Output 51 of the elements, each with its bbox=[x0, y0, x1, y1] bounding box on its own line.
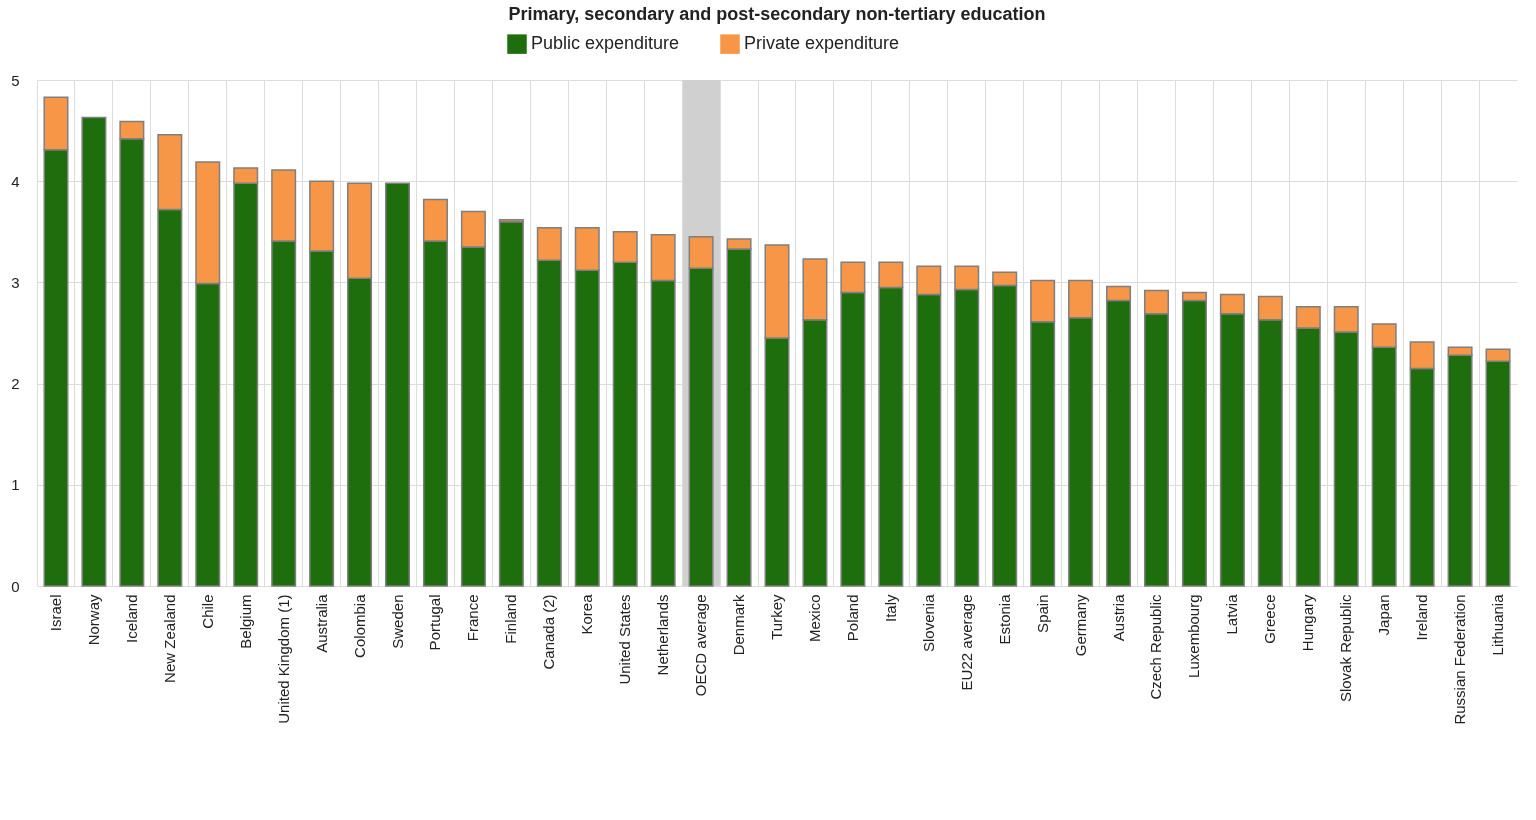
y-tick-label: 3 bbox=[11, 273, 20, 291]
x-tick-label: Italy bbox=[881, 594, 899, 623]
x-tick-label: Netherlands bbox=[654, 594, 672, 676]
legend-label: Public expenditure bbox=[531, 33, 680, 54]
y-tick-label: 0 bbox=[11, 577, 20, 595]
x-tick-label: United Kingdom (1) bbox=[274, 594, 292, 724]
x-tick-label: Luxembourg bbox=[1185, 594, 1203, 678]
x-tick-label: United States bbox=[616, 594, 634, 685]
x-tick-label: France bbox=[464, 594, 482, 642]
chart-title: Primary, secondary and post-secondary non-tertiary education bbox=[508, 4, 1046, 24]
x-tick-label: Slovak Republic bbox=[1337, 594, 1355, 703]
x-tick-label: Czech Republic bbox=[1147, 594, 1165, 700]
x-tick-label: Latvia bbox=[1223, 593, 1241, 635]
x-tick-label: Russian Federation bbox=[1451, 594, 1469, 725]
legend-label: Private expenditure bbox=[744, 33, 900, 54]
x-tick-label: Slovenia bbox=[919, 593, 937, 653]
x-tick-label: Norway bbox=[84, 594, 102, 646]
x-tick-label: Greece bbox=[1261, 594, 1279, 644]
x-tick-label: OECD average bbox=[692, 594, 710, 697]
x-tick-label: EU22 average bbox=[957, 594, 975, 691]
x-tick-label: Germany bbox=[1071, 594, 1089, 657]
x-tick-label: Colombia bbox=[350, 593, 368, 658]
x-tick-label: New Zealand bbox=[160, 594, 178, 683]
y-tick-label: 5 bbox=[11, 71, 20, 89]
y-tick-label: 4 bbox=[11, 172, 20, 190]
x-tick-label: Ireland bbox=[1413, 594, 1431, 641]
y-tick-label: 1 bbox=[11, 476, 20, 494]
bar bbox=[81, 116, 107, 587]
x-tick-label: Austria bbox=[1109, 593, 1127, 642]
x-tick-label: Sweden bbox=[388, 594, 406, 649]
x-tick-label: Turkey bbox=[768, 594, 785, 640]
bar bbox=[385, 182, 411, 587]
x-tick-label: Mexico bbox=[805, 594, 823, 643]
x-tick-label: Portugal bbox=[426, 594, 444, 651]
x-tick-label: Spain bbox=[1033, 594, 1051, 633]
x-tick-label: Lithuania bbox=[1489, 593, 1507, 656]
y-tick-label: 2 bbox=[11, 375, 20, 393]
x-tick-label: Japan bbox=[1375, 594, 1393, 636]
x-tick-label: Israel bbox=[46, 594, 64, 632]
x-tick-label: Canada (2) bbox=[540, 594, 558, 670]
x-tick-label: Finland bbox=[502, 594, 520, 644]
x-tick-label: Australia bbox=[312, 593, 330, 653]
x-tick-label: Iceland bbox=[122, 594, 140, 643]
x-tick-label: Belgium bbox=[236, 594, 254, 649]
x-tick-label: Denmark bbox=[730, 594, 748, 656]
bar bbox=[498, 220, 524, 587]
x-tick-label: Korea bbox=[578, 593, 596, 635]
x-tick-label: Estonia bbox=[995, 593, 1013, 645]
x-tick-label: Poland bbox=[843, 594, 861, 642]
x-tick-label: Chile bbox=[198, 594, 216, 629]
x-tick-label: Hungary bbox=[1299, 594, 1317, 652]
